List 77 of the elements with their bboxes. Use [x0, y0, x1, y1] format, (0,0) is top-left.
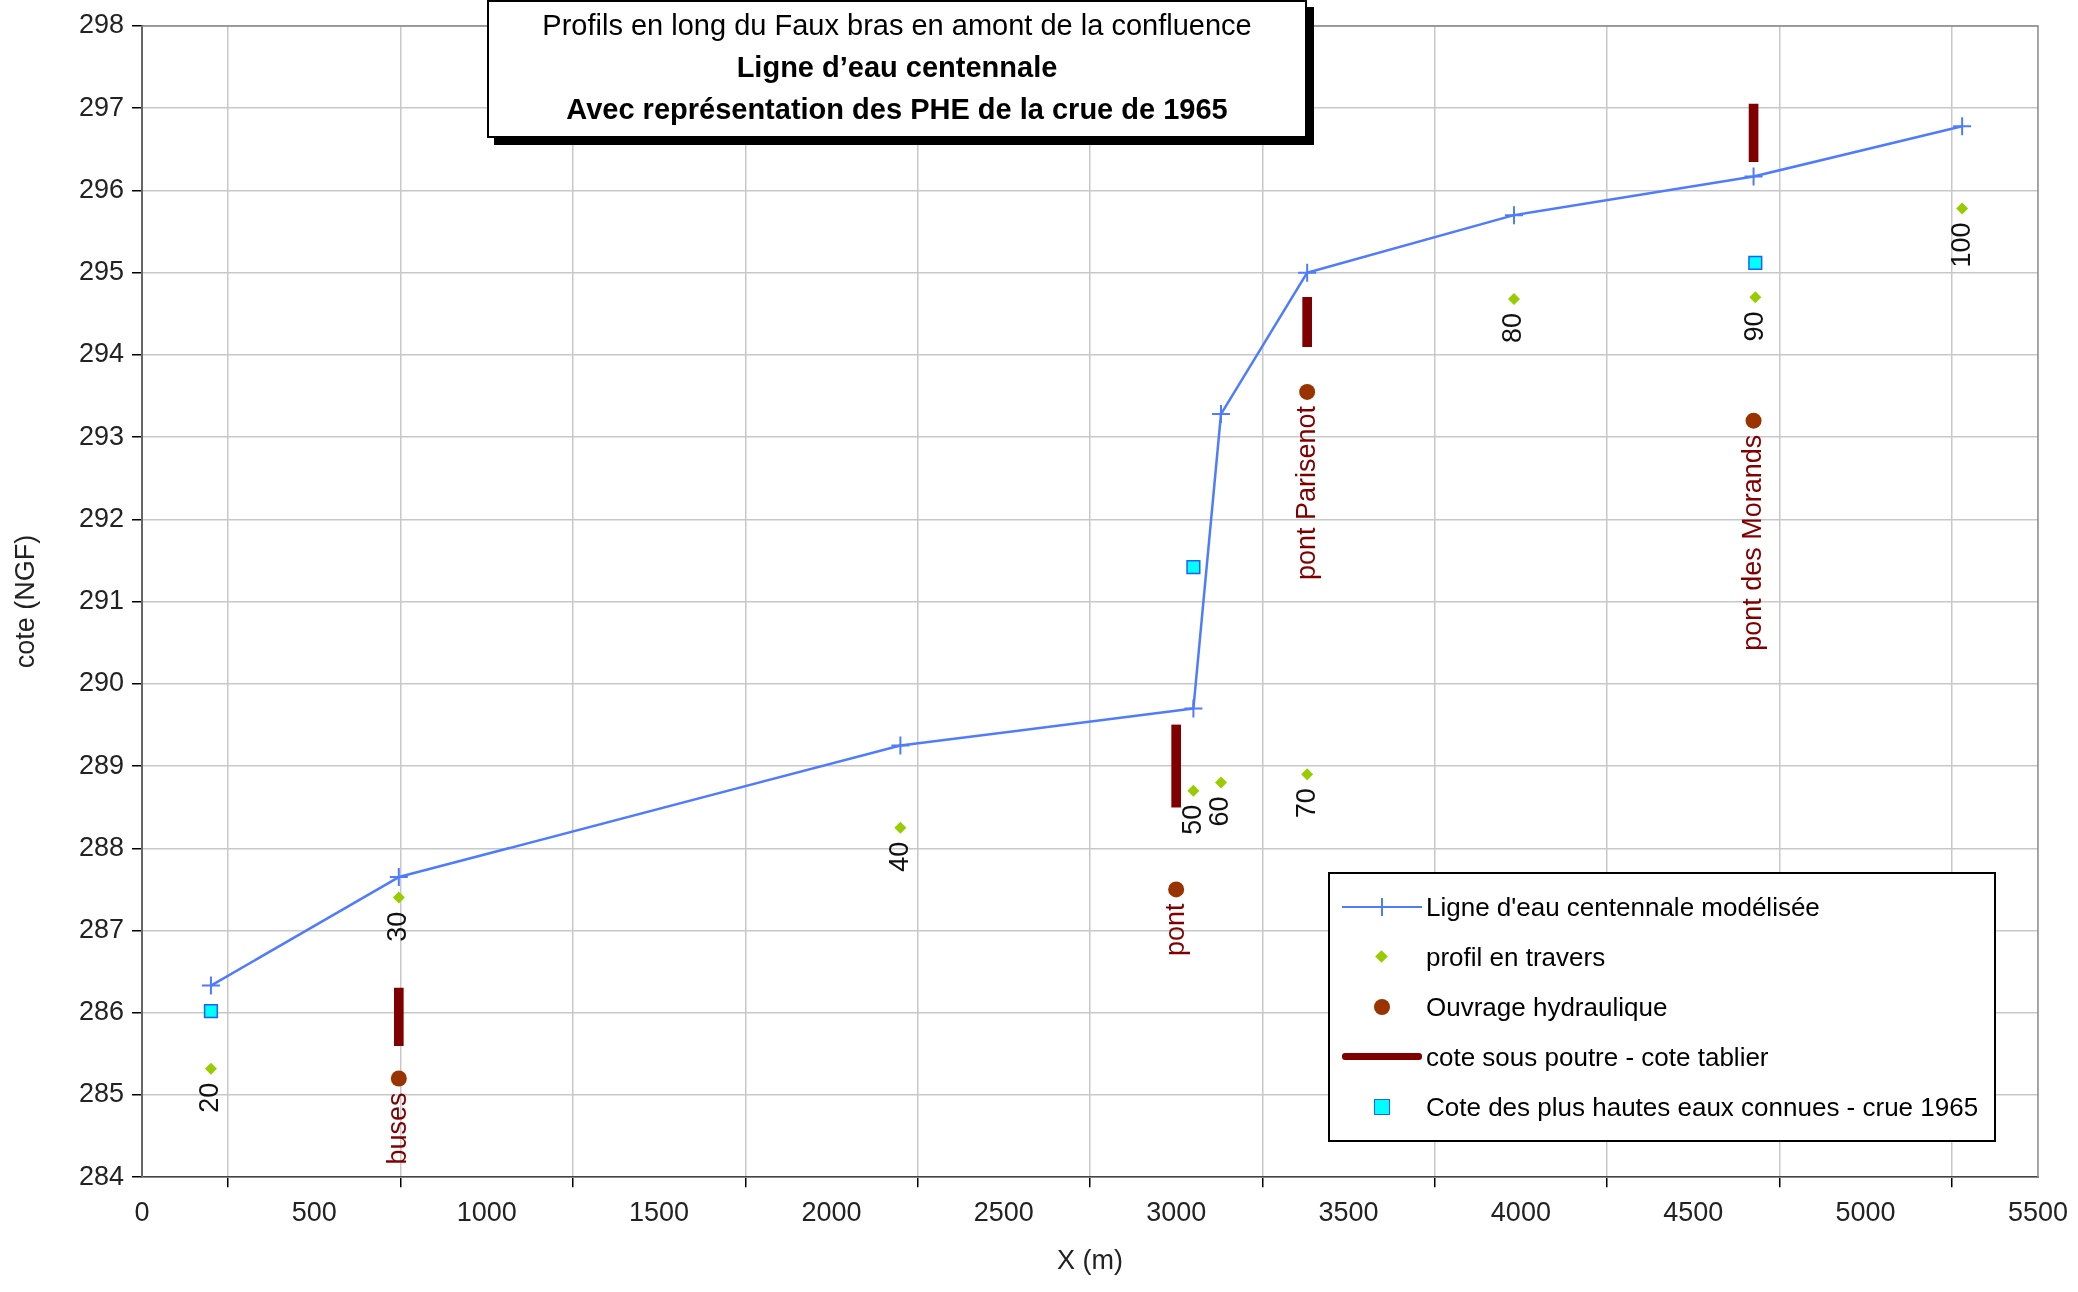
x-tick-label: 3500	[1318, 1196, 1379, 1227]
annotation: 80	[1497, 313, 1528, 344]
point	[1183, 698, 1204, 719]
annotation: pont	[1159, 902, 1190, 956]
annotation: 90	[1738, 311, 1769, 342]
point	[390, 1070, 407, 1087]
x-tick-label: 0	[134, 1196, 150, 1227]
x-tick-label: 1500	[629, 1196, 690, 1227]
legend-label: cote sous poutre - cote tablier	[1426, 1041, 1769, 1073]
annotation: pont des Morands	[1737, 434, 1768, 651]
legend-label: Cote des plus hautes eaux connues - crue 1965	[1426, 1091, 1979, 1123]
y-tick-label: 295	[78, 256, 124, 287]
x-tick-label: 5000	[1835, 1196, 1896, 1227]
y-tick-label: 294	[78, 338, 124, 369]
y-tick-label: 291	[78, 585, 124, 616]
x-tick-label: 2500	[973, 1196, 1034, 1227]
bar	[1302, 297, 1312, 348]
legend-label: profil en travers	[1426, 941, 1606, 973]
point	[1745, 412, 1762, 429]
x-tick-label: 4500	[1663, 1196, 1724, 1227]
point	[392, 891, 405, 904]
point	[1952, 116, 1973, 137]
annotation: 50	[1176, 804, 1207, 835]
point	[204, 1062, 217, 1075]
x-tick-label: 1000	[456, 1196, 517, 1227]
y-axis-title: cote (NGF)	[9, 534, 40, 669]
annotation: 60	[1204, 796, 1235, 827]
annotation: 100	[1945, 222, 1976, 268]
point	[894, 821, 907, 834]
point	[890, 735, 911, 756]
point	[1210, 404, 1231, 425]
point	[1301, 768, 1314, 781]
annotation: 20	[194, 1082, 225, 1113]
point	[1749, 291, 1762, 304]
y-tick-label: 286	[78, 996, 124, 1027]
legend-label: Ouvrage hydraulique	[1426, 991, 1668, 1023]
point	[1297, 262, 1318, 283]
legend-label: Ligne d'eau centennale modélisée	[1426, 891, 1820, 923]
point	[1507, 293, 1520, 305]
point	[1186, 559, 1201, 575]
annotation: buses	[382, 1092, 413, 1165]
x-tick-label: 2000	[801, 1196, 862, 1227]
point	[1299, 383, 1316, 400]
y-tick-label: 285	[78, 1078, 124, 1109]
point	[1214, 776, 1227, 789]
point	[1956, 202, 1969, 215]
x-axis-title: X (m)	[1056, 1245, 1123, 1276]
y-tick-label: 296	[78, 173, 124, 204]
x-tick-label: 3000	[1146, 1196, 1207, 1227]
point	[1748, 255, 1763, 270]
x-tick-label: 5500	[2007, 1196, 2069, 1227]
y-tick-label: 288	[78, 831, 124, 862]
bar	[393, 987, 404, 1046]
point	[1503, 205, 1524, 226]
y-tick-label: 298	[78, 9, 124, 40]
x-tick-label: 4000	[1490, 1196, 1551, 1227]
y-tick-label: 292	[78, 502, 124, 533]
point	[1187, 784, 1200, 797]
point	[1168, 881, 1185, 898]
annotation: 70	[1290, 788, 1321, 819]
bar	[1748, 103, 1759, 163]
point	[200, 975, 221, 996]
annotation: 40	[883, 841, 914, 872]
y-tick-label: 290	[78, 667, 124, 698]
y-tick-label: 297	[78, 91, 124, 122]
chart-title: Profils en long du Faux bras en amont de la confluence	[541, 8, 1253, 43]
y-tick-label: 287	[78, 913, 124, 944]
annotation: 30	[382, 911, 413, 942]
point	[203, 1003, 219, 1019]
y-tick-label: 293	[78, 420, 124, 451]
bar	[1171, 724, 1181, 808]
x-tick-label: 500	[291, 1196, 337, 1227]
annotation: pont Parisenot	[1290, 405, 1321, 581]
y-tick-label: 289	[78, 749, 124, 780]
point	[1743, 166, 1764, 187]
point	[388, 867, 409, 888]
y-tick-label: 284	[78, 1160, 124, 1191]
